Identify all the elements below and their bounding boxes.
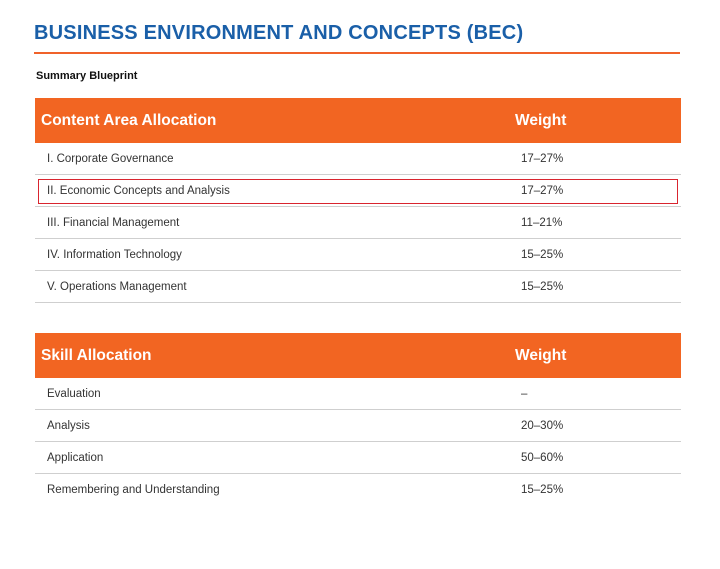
table-row: Evaluation – <box>35 378 681 410</box>
table-row: I. Corporate Governance 17–27% <box>35 143 681 175</box>
row-label: IV. Information Technology <box>47 249 182 261</box>
row-label: Remembering and Understanding <box>47 484 220 496</box>
table-row: V. Operations Management 15–25% <box>35 271 681 303</box>
table-row: Application 50–60% <box>35 442 681 474</box>
row-weight: 50–60% <box>521 452 564 464</box>
page-title: BUSINESS ENVIRONMENT AND CONCEPTS (BEC) <box>34 22 524 44</box>
row-weight: 17–27% <box>521 153 564 165</box>
row-label: Analysis <box>47 420 90 432</box>
row-label: Evaluation <box>47 388 101 400</box>
table-row: II. Economic Concepts and Analysis 17–27… <box>35 175 681 207</box>
skill-allocation-table: Skill Allocation Weight Evaluation – Ana… <box>35 333 681 505</box>
content-area-table: Content Area Allocation Weight I. Corpor… <box>35 98 681 303</box>
row-weight: 15–25% <box>521 281 564 293</box>
row-label: V. Operations Management <box>47 281 187 293</box>
row-label: I. Corporate Governance <box>47 153 174 165</box>
row-label: Application <box>47 452 104 464</box>
row-label: III. Financial Management <box>47 217 180 229</box>
column-header-weight: Weight <box>515 112 567 129</box>
table-row: Analysis 20–30% <box>35 410 681 442</box>
row-weight: 11–21% <box>521 217 563 229</box>
row-label: II. Economic Concepts and Analysis <box>47 185 230 197</box>
column-header-content-area: Content Area Allocation <box>41 112 217 129</box>
row-highlight-box <box>38 179 678 204</box>
row-weight: 17–27% <box>521 185 564 197</box>
table-header: Content Area Allocation Weight <box>35 98 681 143</box>
row-weight: 15–25% <box>521 249 564 261</box>
column-header-skill: Skill Allocation <box>41 347 152 364</box>
table-row: IV. Information Technology 15–25% <box>35 239 681 271</box>
row-weight: – <box>521 388 528 400</box>
title-divider <box>34 52 680 54</box>
column-header-weight: Weight <box>515 347 567 364</box>
table-row: Remembering and Understanding 15–25% <box>35 474 681 505</box>
table-header: Skill Allocation Weight <box>35 333 681 378</box>
page-subtitle: Summary Blueprint <box>36 70 138 82</box>
row-weight: 15–25% <box>521 484 564 496</box>
table-row: III. Financial Management 11–21% <box>35 207 681 239</box>
row-weight: 20–30% <box>521 420 564 432</box>
